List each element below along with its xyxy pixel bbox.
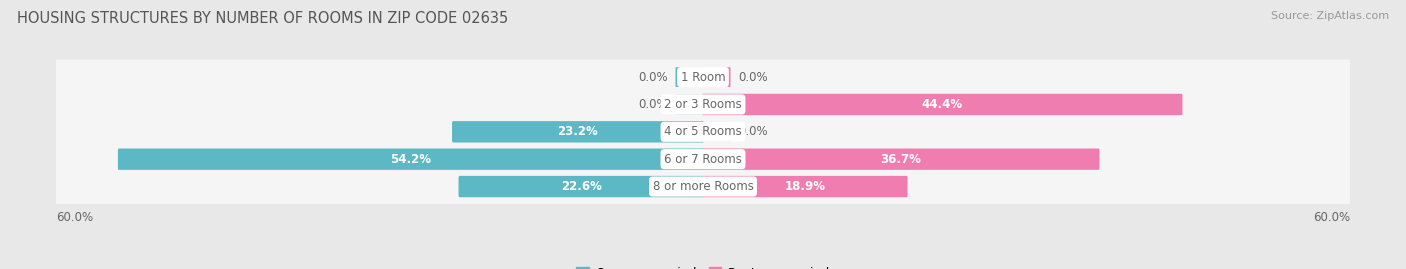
- Text: 44.4%: 44.4%: [922, 98, 963, 111]
- Text: 0.0%: 0.0%: [738, 70, 768, 84]
- Text: HOUSING STRUCTURES BY NUMBER OF ROOMS IN ZIP CODE 02635: HOUSING STRUCTURES BY NUMBER OF ROOMS IN…: [17, 11, 508, 26]
- FancyBboxPatch shape: [52, 169, 1354, 204]
- Text: Source: ZipAtlas.com: Source: ZipAtlas.com: [1271, 11, 1389, 21]
- FancyBboxPatch shape: [675, 95, 703, 114]
- Text: 8 or more Rooms: 8 or more Rooms: [652, 180, 754, 193]
- Text: 22.6%: 22.6%: [561, 180, 602, 193]
- FancyBboxPatch shape: [52, 87, 1354, 122]
- FancyBboxPatch shape: [52, 59, 1354, 95]
- Text: 60.0%: 60.0%: [56, 211, 93, 224]
- FancyBboxPatch shape: [702, 94, 1182, 115]
- FancyBboxPatch shape: [453, 121, 704, 143]
- Text: 54.2%: 54.2%: [391, 153, 432, 166]
- FancyBboxPatch shape: [118, 148, 704, 170]
- Legend: Owner-occupied, Renter-occupied: Owner-occupied, Renter-occupied: [571, 262, 835, 269]
- Text: 0.0%: 0.0%: [638, 98, 668, 111]
- Text: 36.7%: 36.7%: [880, 153, 921, 166]
- FancyBboxPatch shape: [52, 114, 1354, 149]
- FancyBboxPatch shape: [702, 148, 1099, 170]
- FancyBboxPatch shape: [458, 176, 704, 197]
- FancyBboxPatch shape: [702, 176, 908, 197]
- Text: 1 Room: 1 Room: [681, 70, 725, 84]
- Text: 60.0%: 60.0%: [1313, 211, 1350, 224]
- Text: 23.2%: 23.2%: [558, 125, 599, 138]
- Text: 4 or 5 Rooms: 4 or 5 Rooms: [664, 125, 742, 138]
- Text: 0.0%: 0.0%: [738, 125, 768, 138]
- Text: 6 or 7 Rooms: 6 or 7 Rooms: [664, 153, 742, 166]
- FancyBboxPatch shape: [703, 122, 731, 142]
- FancyBboxPatch shape: [675, 67, 703, 87]
- Text: 2 or 3 Rooms: 2 or 3 Rooms: [664, 98, 742, 111]
- FancyBboxPatch shape: [703, 67, 731, 87]
- Text: 0.0%: 0.0%: [638, 70, 668, 84]
- Text: 18.9%: 18.9%: [785, 180, 825, 193]
- FancyBboxPatch shape: [52, 142, 1354, 177]
